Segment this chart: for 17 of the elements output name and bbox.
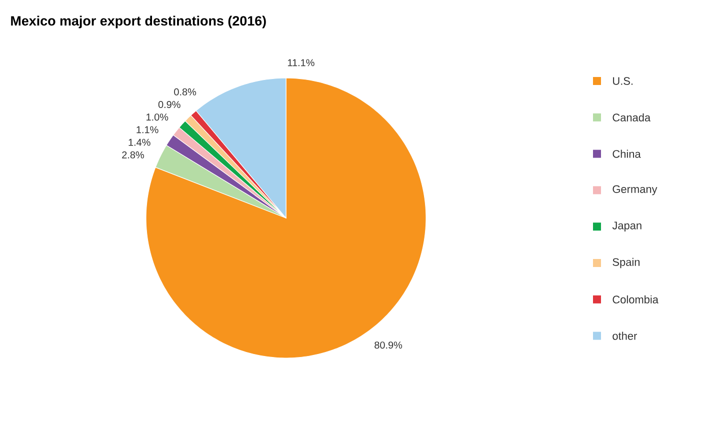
chart-title: Mexico major export destinations (2016) xyxy=(11,16,266,28)
legend-label: U.S. xyxy=(613,77,633,85)
data-label: 1.0% xyxy=(146,114,168,121)
legend-label: Germany xyxy=(612,185,658,196)
data-label: 0.9% xyxy=(158,100,180,108)
data-label: 80.9% xyxy=(374,342,402,349)
data-label: 11.1% xyxy=(288,59,314,66)
data-label: 1.1% xyxy=(136,126,158,134)
data-label: 0.8% xyxy=(174,88,196,96)
legend-label: Japan xyxy=(612,222,642,232)
legend-label: China xyxy=(612,150,641,158)
legend-label: Canada xyxy=(612,113,651,122)
legend-label: other xyxy=(612,332,637,340)
legend-label: Spain xyxy=(612,258,640,268)
data-label: 1.4% xyxy=(128,138,150,146)
data-label: 2.8% xyxy=(122,151,144,158)
legend-label: Colombia xyxy=(612,295,658,304)
